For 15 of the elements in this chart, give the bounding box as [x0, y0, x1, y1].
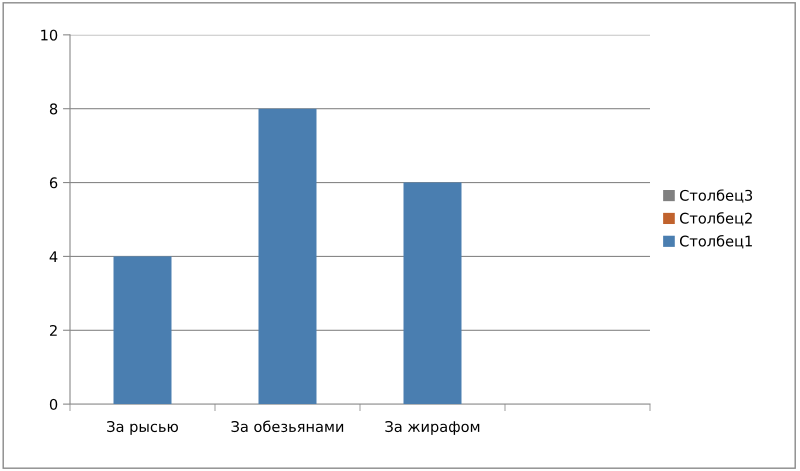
- legend-label: Столбец2: [680, 212, 752, 226]
- bar: [114, 256, 172, 404]
- y-tick-label: 2: [50, 324, 57, 336]
- legend-label: Столбец3: [680, 189, 752, 203]
- y-tick-label: 8: [50, 103, 58, 114]
- bar: [404, 182, 462, 404]
- legend-label: Столбец1: [680, 235, 752, 248]
- y-tick-label: 4: [50, 251, 58, 262]
- y-tick-label: 10: [41, 30, 58, 41]
- y-tick-label: 6: [50, 177, 58, 188]
- x-tick-label: За рысью: [107, 421, 178, 435]
- x-tick-label: За обезьянами: [232, 420, 344, 432]
- bar: [258, 108, 316, 404]
- y-tick-label: 0: [50, 398, 58, 410]
- x-tick-label: За жирафом: [385, 421, 480, 435]
